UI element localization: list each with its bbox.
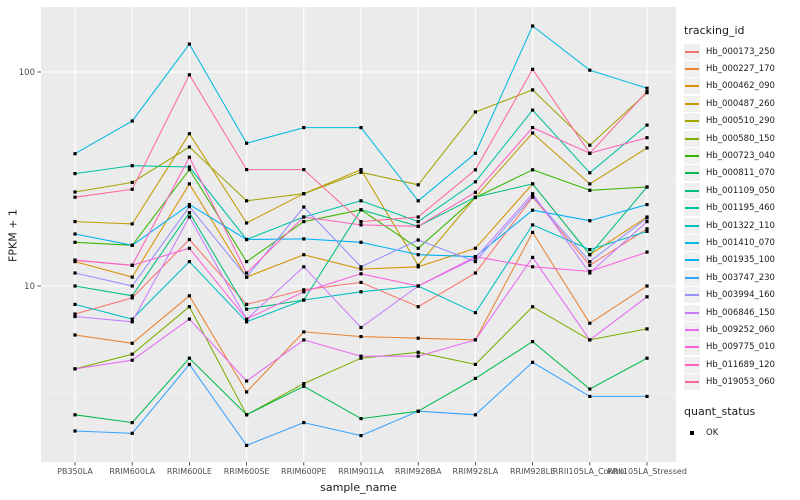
- x-tick-label: RRIM928LA: [453, 467, 499, 476]
- legend-label: Hb_019053_060: [706, 377, 775, 388]
- legend-key-line: [684, 269, 700, 286]
- legend-label: Hb_006846_150: [706, 307, 775, 318]
- legend-label: Hb_000580_150: [706, 133, 775, 144]
- legend-item-Hb_000462_090: Hb_000462_090: [684, 78, 798, 95]
- legend-item-Hb_001322_110: Hb_001322_110: [684, 217, 798, 234]
- legend-items-tracking-id: Hb_000173_250 Hb_000227_170 Hb_000462_090 H…: [684, 43, 798, 391]
- legend-key-line: [684, 165, 700, 182]
- legend-item-Hb_000723_040: Hb_000723_040: [684, 147, 798, 165]
- x-tick-label: RRII105LA_Stressed: [607, 467, 687, 476]
- legend-key-line: [684, 78, 700, 95]
- legend-item-Hb_000510_290: Hb_000510_290: [684, 113, 798, 130]
- legend-item-Hb_009252_060: Hb_009252_060: [684, 321, 798, 338]
- legend-key-line: [684, 148, 700, 165]
- legend-label: Hb_000723_040: [706, 151, 775, 162]
- panel-background: [41, 7, 676, 462]
- x-tick-label: RRIM600SE: [224, 467, 270, 476]
- legend-item-Hb_011689_120: Hb_011689_120: [684, 356, 798, 373]
- legend-item-Hb_000487_260: Hb_000487_260: [684, 95, 798, 112]
- legend-key-line: [684, 374, 700, 391]
- axis-ticks: [37, 71, 648, 466]
- x-tick-label: RRIM600LE: [167, 467, 212, 476]
- legend-title-tracking-id: tracking_id: [684, 24, 745, 37]
- grid-minor: [41, 178, 676, 394]
- legend-item-Hb_000173_250: Hb_000173_250: [684, 43, 798, 60]
- legend-label: Hb_001935_100: [706, 255, 775, 266]
- y-tick-label: 100: [19, 68, 35, 78]
- legend-key-line: [684, 200, 700, 217]
- legend-item-Hb_000227_170: Hb_000227_170: [684, 60, 798, 78]
- legend-label: Hb_001322_110: [706, 220, 775, 231]
- legend-label: Hb_000173_250: [706, 46, 775, 57]
- legend-label: Hb_001195_460: [706, 203, 775, 214]
- legend-item-Hb_001109_050: Hb_001109_050: [684, 182, 798, 199]
- legend-label: Hb_003994_160: [706, 290, 775, 301]
- legend-key-line: [684, 113, 700, 130]
- legend-key-line: [684, 234, 700, 251]
- legend-label: OK: [706, 427, 719, 438]
- legend-label: Hb_009775_010: [706, 342, 775, 353]
- legend-item-Hb_003747_230: Hb_003747_230: [684, 269, 798, 286]
- legend-key-line: [684, 252, 700, 269]
- legend-item-Hb_019053_060: Hb_019053_060: [684, 373, 798, 391]
- legend-key-line: [684, 339, 700, 356]
- legend-key-line: [684, 95, 700, 112]
- legend-item-quant-OK: OK: [684, 424, 798, 441]
- legend-label: Hb_000487_260: [706, 98, 775, 109]
- legend-item-Hb_001935_100: Hb_001935_100: [684, 252, 798, 269]
- legend-label: Hb_011689_120: [706, 359, 775, 370]
- legend-key-line: [684, 356, 700, 373]
- black-square-point-icon: [684, 425, 700, 441]
- x-axis-title: sample_name: [320, 481, 397, 494]
- x-tick-label: RRIM901LA: [338, 467, 384, 476]
- x-tick-label: RRIM600LA: [109, 467, 155, 476]
- legend-key-line: [684, 43, 700, 60]
- legend-item-Hb_006846_150: Hb_006846_150: [684, 304, 798, 321]
- x-tick-label: RRIM600PE: [281, 467, 327, 476]
- legend-label: Hb_000462_090: [706, 81, 775, 92]
- legend-item-Hb_003994_160: Hb_003994_160: [684, 286, 798, 304]
- x-tick-label: RRIM928LE: [510, 467, 555, 476]
- legend-key-line: [684, 61, 700, 78]
- legend-key-line: [684, 287, 700, 304]
- legend-key-line: [684, 321, 700, 338]
- x-tick-label: RRII105LA_Control: [553, 467, 627, 476]
- legend-key-line: [684, 182, 700, 199]
- legend-item-Hb_001195_460: Hb_001195_460: [684, 200, 798, 217]
- legend-label: Hb_000227_170: [706, 64, 775, 75]
- legend-title-quant-status: quant_status: [684, 404, 756, 418]
- y-axis-title: FPKM + 1: [6, 209, 20, 262]
- legend-key-line: [684, 217, 700, 234]
- legend-key-line: [684, 304, 700, 321]
- y-tick-label: 10: [24, 282, 35, 292]
- legend-label: Hb_000811_070: [706, 168, 775, 179]
- legend-items-quant-status: OK: [684, 424, 798, 441]
- legend-label: Hb_001109_050: [706, 185, 775, 196]
- x-tick-label: PB350LA: [57, 467, 93, 476]
- legend-label: Hb_000510_290: [706, 116, 775, 127]
- axis-tick-labels: 100 10 PB350LA RRIM600LA RRIM600LE RRIM600SE R…: [19, 68, 687, 476]
- legend-item-Hb_000811_070: Hb_000811_070: [684, 165, 798, 182]
- legend-key-line: [684, 130, 700, 147]
- legend-item-Hb_009775_010: Hb_009775_010: [684, 339, 798, 356]
- legend: tracking_id Hb_000173_250 Hb_000227_170 Hb…: [684, 24, 798, 441]
- legend-item-Hb_001410_070: Hb_001410_070: [684, 234, 798, 251]
- x-tick-label: RRIM928BA: [395, 467, 442, 476]
- legend-label: Hb_003747_230: [706, 272, 775, 283]
- data-points: [73, 24, 649, 447]
- legend-label: Hb_001410_070: [706, 237, 775, 248]
- legend-label: Hb_009252_060: [706, 324, 775, 335]
- legend-item-Hb_000580_150: Hb_000580_150: [684, 130, 798, 147]
